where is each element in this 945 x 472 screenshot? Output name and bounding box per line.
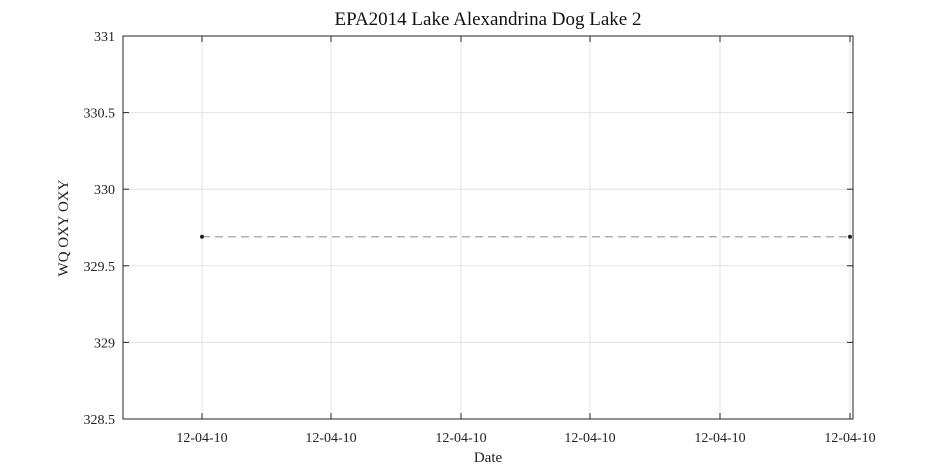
grid xyxy=(123,35,853,420)
ticks: 328.5 329 329.5 330 330.5 331 12-04-10 12-04-10… xyxy=(84,30,876,446)
y-tick-label: 330.5 xyxy=(84,107,116,122)
y-tick-label: 328.5 xyxy=(84,413,116,428)
data-point xyxy=(200,234,204,239)
x-tick-label: 12-04-10 xyxy=(435,431,486,446)
y-tick-label: 329 xyxy=(94,336,115,351)
x-tick-label: 12-04-10 xyxy=(694,431,745,446)
y-tick-label: 331 xyxy=(94,30,115,45)
series-layer xyxy=(200,234,852,239)
y-tick-label: 329.5 xyxy=(84,260,116,275)
x-tick-label: 12-04-10 xyxy=(305,431,356,446)
data-point xyxy=(848,234,852,239)
x-tick-label: 12-04-10 xyxy=(176,431,227,446)
y-tick-label: 330 xyxy=(94,183,115,198)
x-tick-label: 12-04-10 xyxy=(824,431,875,446)
plot-frame xyxy=(122,35,854,420)
x-tick-label: 12-04-10 xyxy=(564,431,615,446)
y-axis-label: WQ OXY OXY xyxy=(56,179,72,276)
chart-title: EPA2014 Lake Alexandrina Dog Lake 2 xyxy=(335,9,642,30)
x-axis-label: Date xyxy=(474,450,503,466)
